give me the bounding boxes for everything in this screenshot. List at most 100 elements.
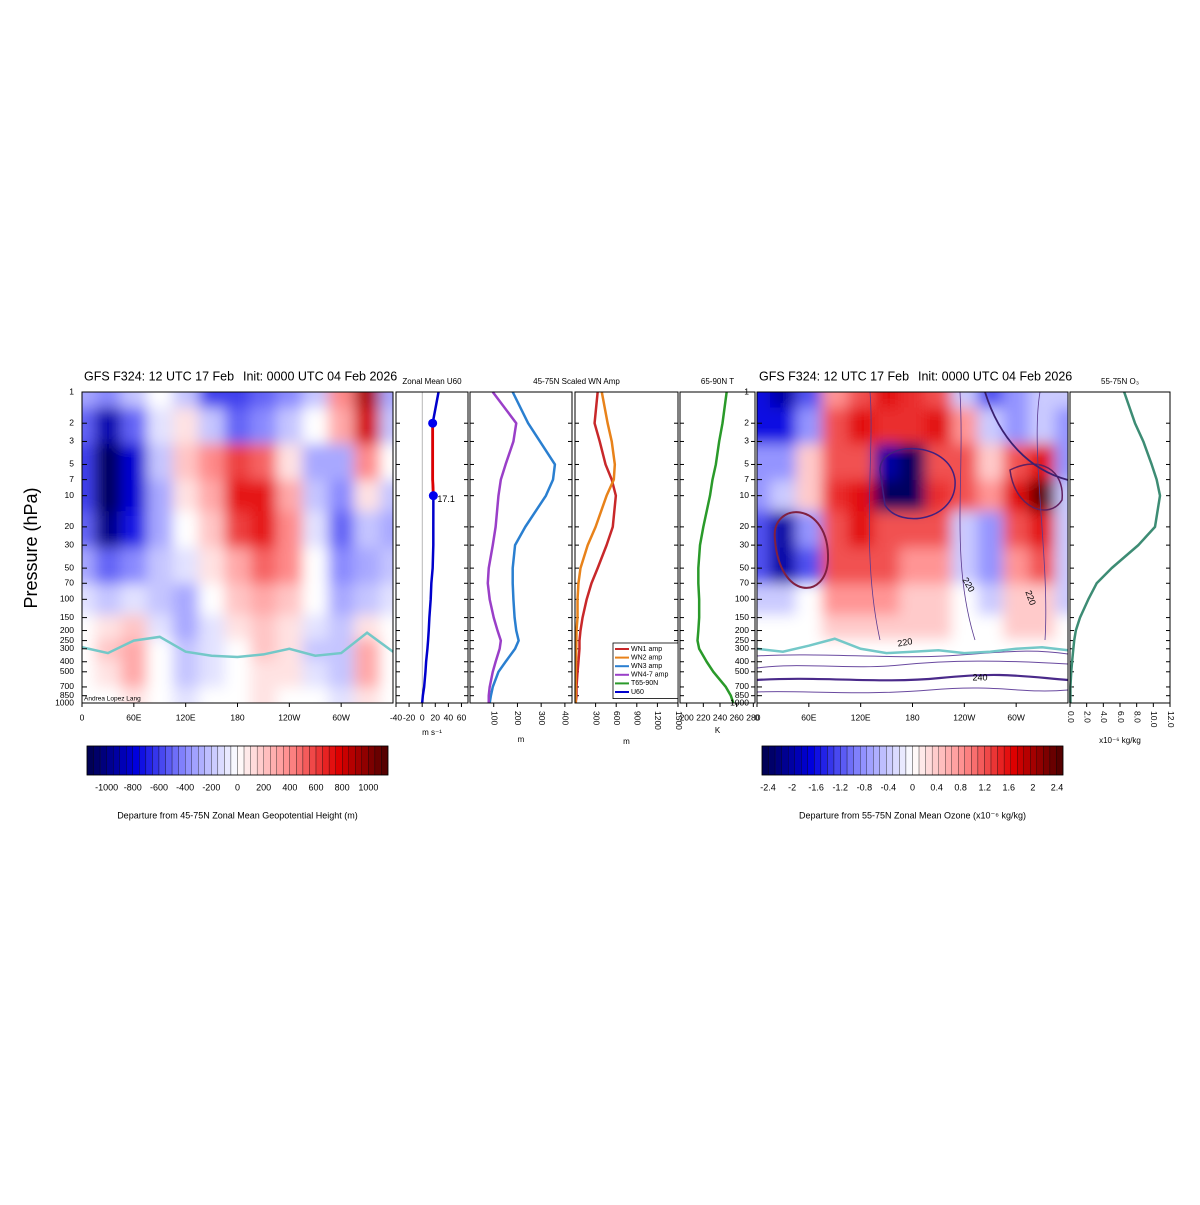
y-tick-label: 150 — [60, 612, 74, 622]
heatmap-cell — [795, 511, 823, 549]
heatmap-cell — [120, 392, 148, 409]
heatmap-cell — [82, 614, 96, 641]
heatmap-cell — [224, 443, 252, 481]
heatmap-cell — [250, 660, 277, 688]
heatmap-cell — [198, 511, 226, 549]
heatmap-cell — [94, 511, 122, 549]
contour-label: 220 — [897, 636, 914, 648]
x-tick-label: 20 — [431, 712, 441, 722]
colorbar-tick-label: 600 — [309, 782, 324, 792]
x-tick-label: 8.0 — [1132, 711, 1142, 723]
colorbar-box — [224, 745, 232, 776]
contour — [1036, 391, 1047, 641]
y-tick-label: 5 — [69, 459, 74, 469]
y-tick-label: 7 — [69, 474, 74, 484]
colorbar-box — [126, 745, 133, 776]
y-tick-label: 400 — [735, 656, 749, 666]
colorbar-box — [368, 745, 376, 776]
colorbar-box — [1017, 745, 1024, 776]
colorbar-tick-label: 2.4 — [1051, 782, 1064, 792]
heatmap-cell — [1055, 660, 1068, 688]
heatmap-cell — [354, 614, 381, 641]
heatmap-cell — [795, 443, 823, 481]
heatmap-cell — [198, 583, 226, 616]
heatmap-cell — [925, 443, 952, 481]
colorbar-box — [171, 745, 179, 776]
heatmap-cell — [354, 511, 381, 549]
colorbar-tick-label: 1.6 — [1003, 782, 1016, 792]
heatmap-cell — [847, 511, 875, 549]
colorbar-box — [178, 745, 186, 776]
colorbar-box — [1056, 745, 1064, 776]
heatmap-cell — [328, 511, 355, 549]
heatmap-cell — [925, 614, 952, 641]
heatmap-cell — [224, 687, 252, 703]
heatmap-cell — [1029, 583, 1056, 616]
heatmap-cell — [276, 639, 303, 661]
heatmap-cell — [146, 480, 174, 512]
heatmap-cell — [302, 443, 329, 481]
y-tick-label: 200 — [60, 625, 74, 635]
heatmap-cell — [873, 660, 901, 688]
colorbar-box — [139, 745, 147, 776]
colorbar-box — [165, 745, 173, 776]
heatmap-cell — [82, 660, 96, 688]
heatmap-cell — [847, 614, 875, 641]
colorbar-frame — [86, 745, 389, 776]
colorbar-box — [348, 745, 356, 776]
y-tick-label: 400 — [60, 656, 74, 666]
heatmap-cell — [757, 407, 771, 445]
heatmap-cell — [146, 392, 174, 409]
x-tick-label: 12.0 — [1166, 711, 1176, 728]
y-tick-label: 700 — [60, 681, 74, 691]
y-tick-label: 300 — [735, 643, 749, 653]
heatmap-cell — [224, 614, 252, 641]
heatmap-cell — [172, 392, 200, 409]
heatmap-cell — [198, 392, 226, 409]
heatmap-cell — [1055, 443, 1068, 481]
colorbar-box — [925, 745, 933, 776]
profile-line — [1069, 391, 1162, 703]
x-tick-label: 60 — [457, 712, 467, 722]
heatmap-cell — [276, 392, 303, 409]
colorbar-box — [152, 745, 160, 776]
x-tick-label: 1500 — [674, 711, 684, 730]
colorbar-box — [990, 745, 998, 776]
colorbar-box — [289, 745, 297, 776]
x-tick-label: 200 — [513, 711, 523, 725]
heatmap-cell — [1003, 511, 1030, 549]
heatmap-cell — [1055, 392, 1068, 409]
heatmap-cell — [328, 392, 355, 409]
colorbar-box — [204, 745, 212, 776]
x-tick-label: 400 — [561, 711, 571, 725]
heatmap-cell — [172, 547, 200, 585]
heatmap-cell — [328, 443, 355, 481]
heatmap-layer — [82, 392, 1068, 703]
heatmap-cell — [276, 443, 303, 481]
colorbar-box — [211, 745, 219, 776]
heatmap-cell — [172, 583, 200, 616]
heatmap-cell — [769, 614, 797, 641]
heatmap-cell — [821, 407, 849, 445]
contour-label: 220 — [1023, 589, 1038, 607]
x-axis-label: m — [623, 737, 630, 746]
y-tick-label: 20 — [65, 521, 75, 531]
heatmap-cell — [276, 511, 303, 549]
colorbar-box — [964, 745, 972, 776]
heatmap-cell — [120, 480, 148, 512]
colorbar-box — [217, 745, 225, 776]
colorbar-box — [899, 745, 907, 776]
y-tick-label: 200 — [735, 625, 749, 635]
panel-frame — [574, 391, 679, 704]
colorbar-box — [846, 745, 854, 776]
y-tick-label: 70 — [65, 578, 75, 588]
x-axis-label: K — [715, 726, 721, 735]
heatmap-cell — [757, 614, 771, 641]
heatmap-cell — [769, 547, 797, 585]
heatmap-cell — [757, 392, 771, 409]
y-tick-label: 10 — [740, 490, 750, 500]
legend-label: WN1 amp — [631, 646, 662, 653]
heatmap-cell — [925, 407, 952, 445]
colorbar-box — [132, 745, 140, 776]
